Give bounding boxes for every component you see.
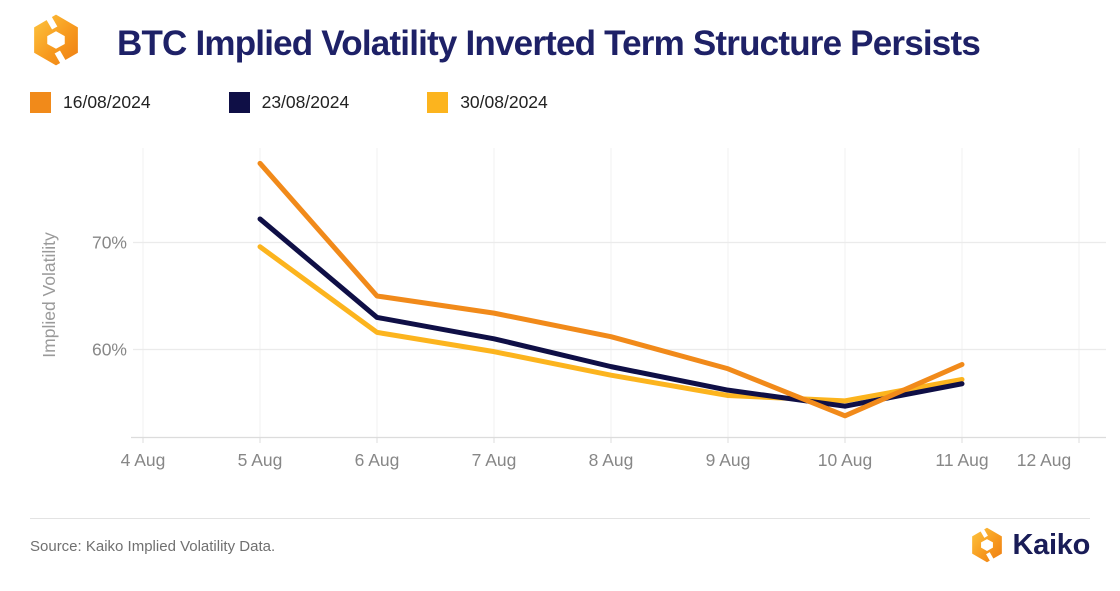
series-line-30-08-2024	[257, 244, 965, 404]
footer-brand: Kaiko	[968, 526, 1090, 564]
svg-text:6 Aug: 6 Aug	[355, 450, 400, 470]
legend-swatch	[427, 92, 449, 113]
legend-label: 16/08/2024	[63, 92, 151, 112]
svg-text:70%: 70%	[92, 233, 127, 253]
kaiko-logo-icon	[971, 526, 1002, 564]
series-line-23-08-2024	[257, 216, 965, 409]
svg-text:11 Aug: 11 Aug	[935, 450, 988, 470]
svg-text:5 Aug: 5 Aug	[238, 450, 283, 470]
svg-text:10 Aug: 10 Aug	[818, 450, 873, 470]
svg-text:7 Aug: 7 Aug	[472, 450, 517, 470]
svg-text:12 Aug: 12 Aug	[1017, 450, 1072, 470]
legend-label: 30/08/2024	[460, 92, 548, 112]
svg-text:Implied Volatility: Implied Volatility	[39, 232, 59, 358]
footer-divider	[30, 518, 1090, 519]
legend-item: 30/08/2024	[427, 92, 548, 113]
source-text: Source: Kaiko Implied Volatility Data.	[30, 538, 276, 555]
chart-legend: 16/08/2024 23/08/2024 30/08/2024	[30, 92, 548, 113]
legend-swatch	[30, 92, 51, 113]
svg-text:4 Aug: 4 Aug	[121, 450, 166, 470]
brand-wordmark: Kaiko	[1012, 528, 1091, 561]
legend-label: 23/08/2024	[261, 92, 350, 112]
series-line-16-08-2024	[257, 160, 965, 419]
kaiko-logo-icon	[34, 12, 78, 68]
legend-item: 16/08/2024	[30, 92, 151, 113]
legend-item: 23/08/2024	[228, 92, 350, 113]
svg-text:8 Aug: 8 Aug	[589, 450, 634, 470]
svg-text:9 Aug: 9 Aug	[706, 450, 751, 470]
svg-text:60%: 60%	[92, 340, 127, 360]
legend-swatch	[228, 92, 250, 113]
page-title: BTC Implied Volatility Inverted Term Str…	[117, 24, 981, 63]
